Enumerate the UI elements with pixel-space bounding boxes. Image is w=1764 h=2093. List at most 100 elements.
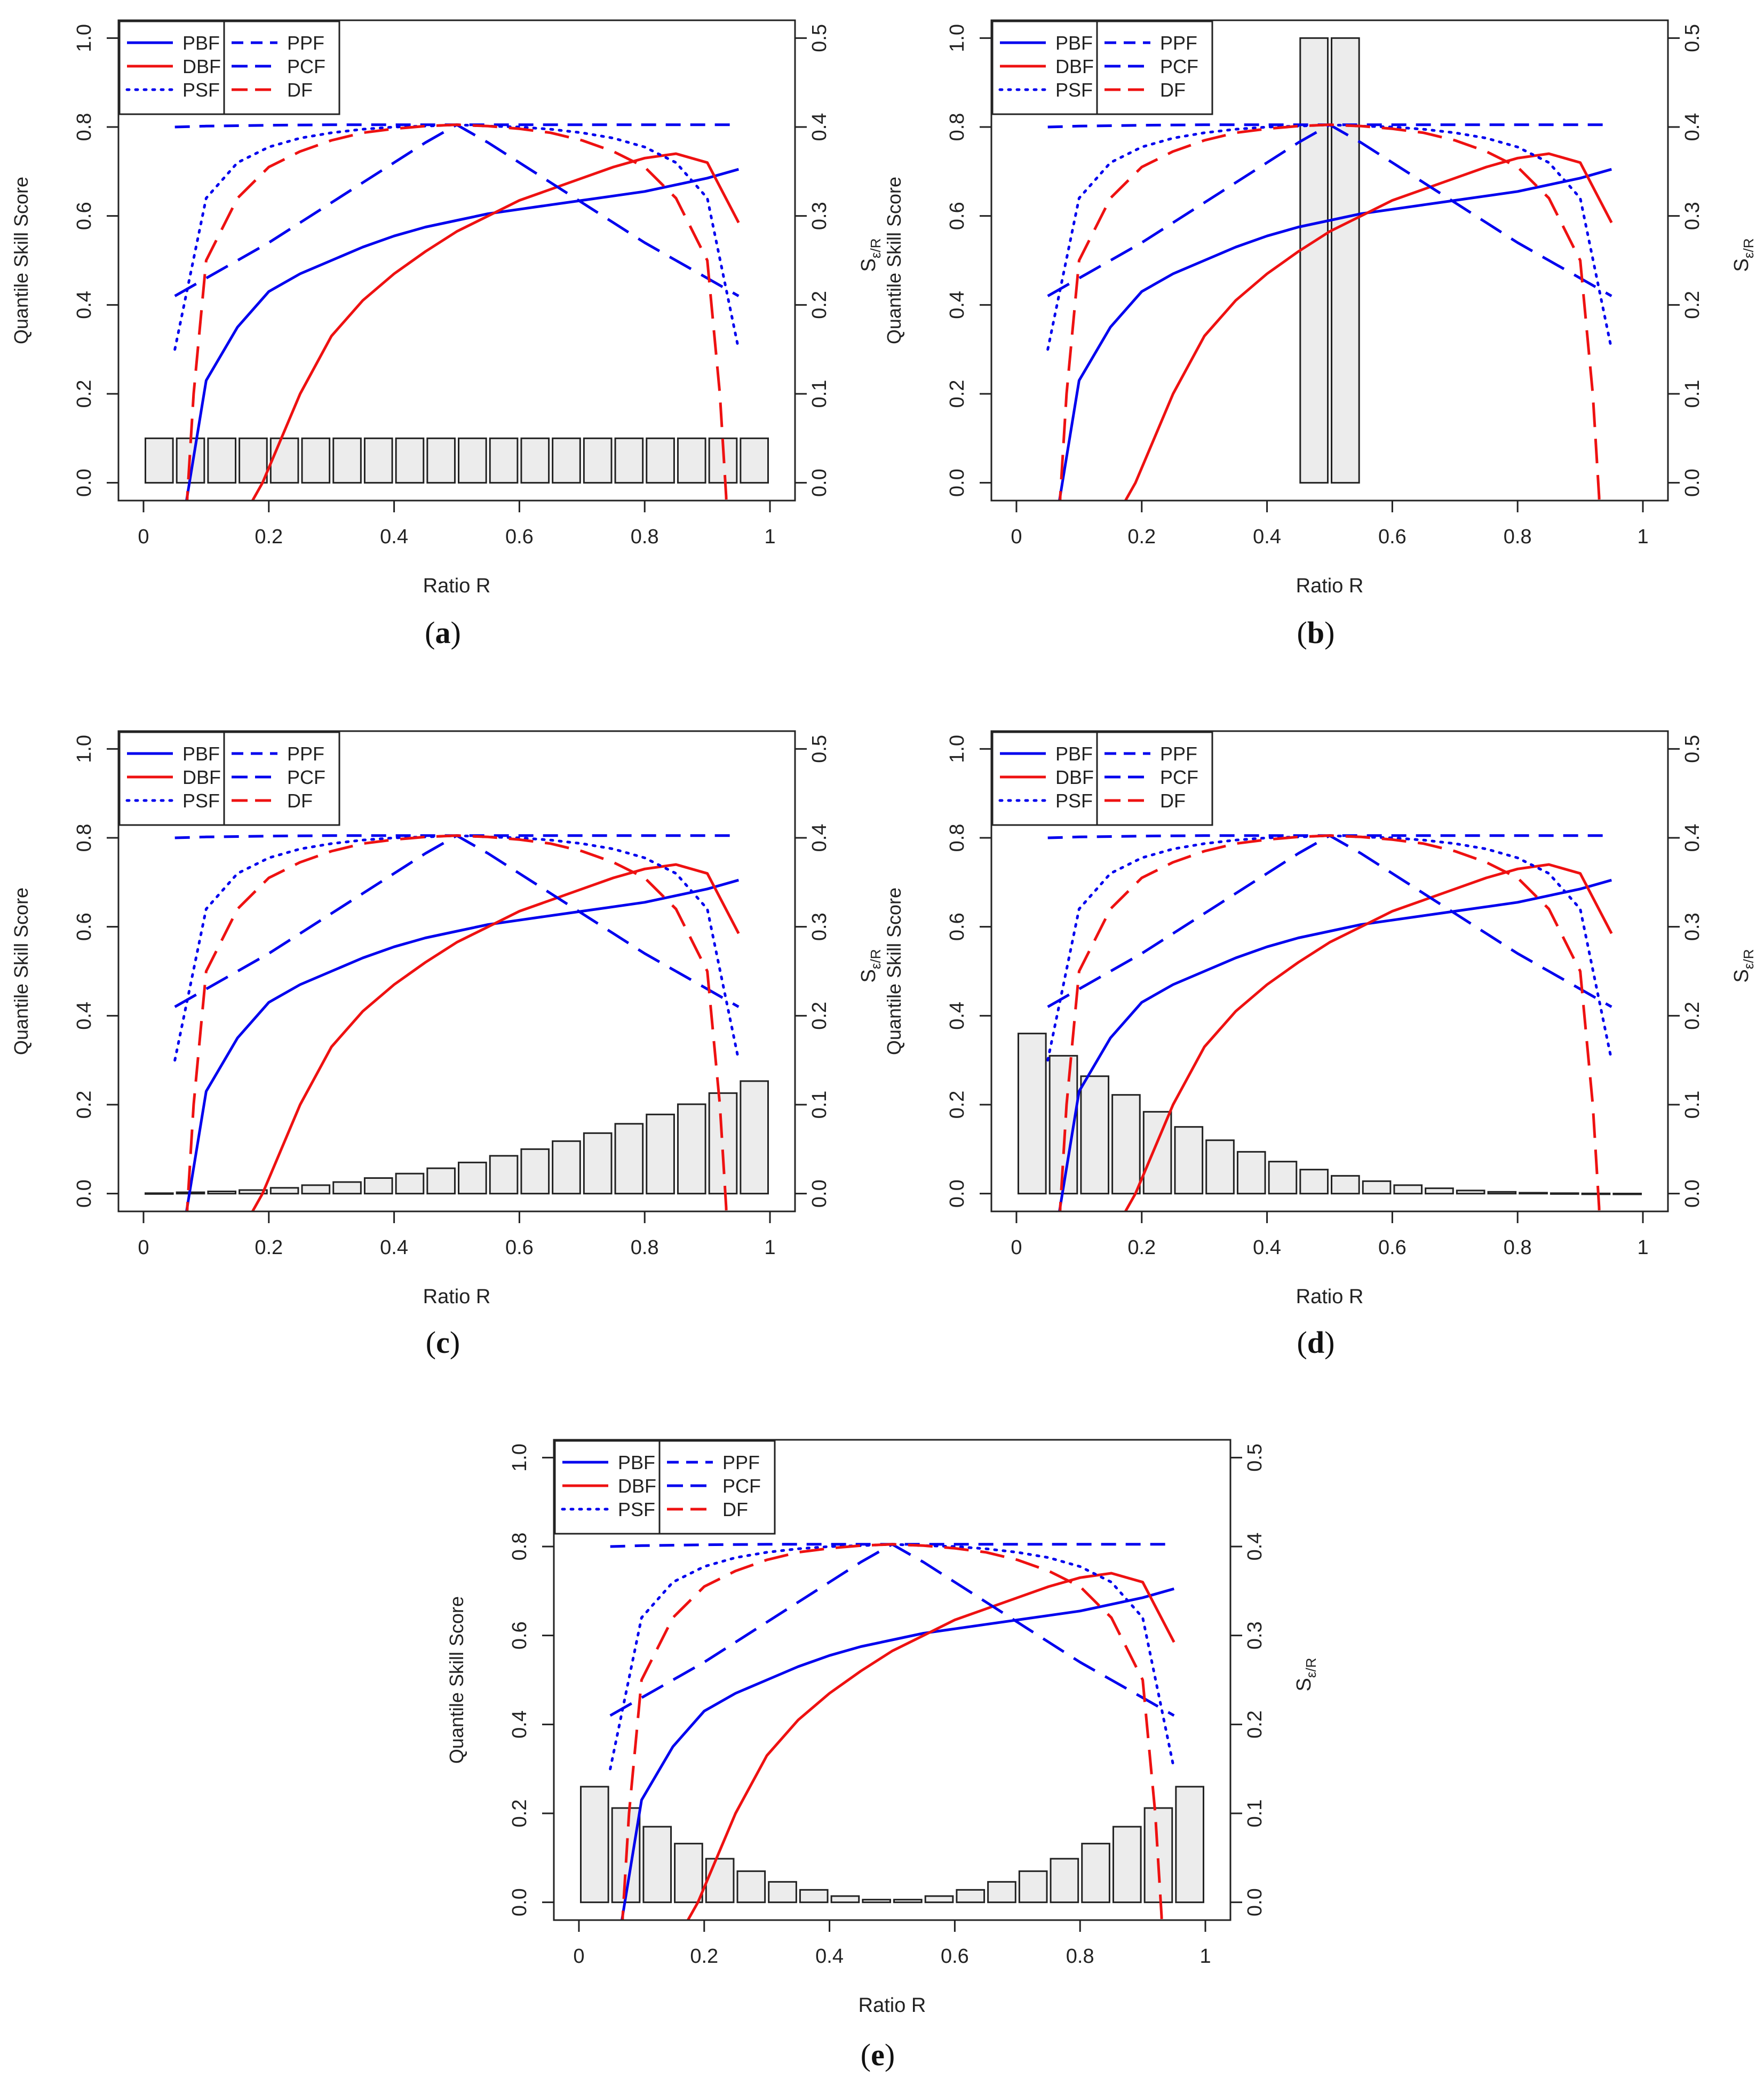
series-line-psf xyxy=(173,123,740,351)
series-line-pcf xyxy=(1047,834,1612,1008)
histogram-bar xyxy=(552,1140,581,1195)
histogram-bar xyxy=(1331,1175,1360,1195)
series-line-df xyxy=(621,1543,1163,1920)
series-line-df xyxy=(186,834,728,1211)
legend-label-df: DF xyxy=(1160,790,1186,812)
x-tick-label: 0.2 xyxy=(690,1945,718,1968)
histogram-bar xyxy=(705,1858,735,1904)
series-line-pcf xyxy=(1047,123,1612,297)
y-tick-label: 0.6 xyxy=(73,202,96,230)
y2-tick-label: 0.0 xyxy=(1244,1888,1266,1916)
histogram-bar xyxy=(1487,1191,1517,1195)
x-tick-label: 0.8 xyxy=(1504,1236,1532,1259)
plot-frame xyxy=(553,1439,1231,1921)
panel-c: 0 0.2 0.4 0.6 0.8 1 Ratio R 0.0 0.2 0.4 0.6 0.8 1.0 Q… xyxy=(10,730,884,1360)
histogram-bar xyxy=(583,1132,613,1195)
histogram-bar xyxy=(614,1123,644,1195)
histogram-bar xyxy=(1143,1807,1173,1904)
histogram-bar xyxy=(1236,1151,1266,1195)
histogram-bar xyxy=(1299,1169,1329,1195)
series-line-pcf xyxy=(609,1543,1175,1717)
histogram xyxy=(1299,37,1360,484)
histogram-bar xyxy=(269,1187,299,1195)
histogram-bar xyxy=(740,437,769,484)
x-tick-label: 0.2 xyxy=(255,526,283,548)
histogram-bar xyxy=(426,437,456,484)
x-tick-label: 1 xyxy=(764,1236,775,1259)
y2-axis-label: Sε/R xyxy=(857,239,884,272)
series-line-psf xyxy=(1046,123,1613,351)
legend-label-dbf: DBF xyxy=(1055,766,1094,788)
series-line-pcf xyxy=(174,834,740,1008)
histogram-bar xyxy=(426,1167,456,1195)
legend-label-dbf: DBF xyxy=(182,766,221,788)
y2-label-sub: ε/R xyxy=(1303,1658,1319,1678)
histogram-bar xyxy=(239,437,268,484)
y2-axis-label: Sε/R xyxy=(1730,239,1757,272)
x-axis-label: Ratio R xyxy=(1296,575,1364,597)
y2-axis: 0.0 0.1 0.2 0.3 0.4 0.5 xyxy=(1668,24,1704,497)
legend-label-psf: PSF xyxy=(1055,790,1093,812)
histogram xyxy=(144,437,769,484)
legend-label-psf: PSF xyxy=(182,790,220,812)
y-axis-label: Quantile Skill Score xyxy=(883,177,905,344)
legend-label-psf: PSF xyxy=(618,1499,655,1520)
legend-label-pbf: PBF xyxy=(1055,743,1093,765)
caption-letter: d xyxy=(1307,1325,1324,1360)
x-axis-label: Ratio R xyxy=(423,1286,491,1308)
legend-box xyxy=(554,1440,776,1535)
y2-axis: 0.0 0.1 0.2 0.3 0.4 0.5 xyxy=(795,735,831,1208)
x-tick-label: 0.4 xyxy=(815,1945,844,1968)
histogram-bar xyxy=(1612,1193,1642,1195)
y2-tick-label: 0.1 xyxy=(1681,380,1704,408)
legend-label-ppf: PPF xyxy=(1160,743,1197,765)
histogram-bar xyxy=(1081,1843,1110,1904)
y-tick-label: 0.2 xyxy=(946,380,968,408)
histogram-bar xyxy=(1393,1184,1423,1195)
histogram-bar xyxy=(579,1786,609,1904)
histogram-bar xyxy=(1112,1826,1142,1904)
x-axis: 0 0.2 0.4 0.6 0.8 1 xyxy=(573,1920,1211,1968)
series-line-pbf xyxy=(1058,878,1612,1211)
legend-label-pbf: PBF xyxy=(1055,32,1093,54)
panel-caption: (c) xyxy=(426,1325,460,1360)
y2-tick-label: 0.3 xyxy=(1244,1621,1266,1650)
x-tick-label: 0 xyxy=(1011,526,1022,548)
x-tick-label: 1 xyxy=(1199,1945,1211,1968)
panel-caption: (a) xyxy=(425,615,461,650)
y-tick-label: 0.6 xyxy=(946,202,968,230)
x-axis: 0 0.2 0.4 0.6 0.8 1 xyxy=(1011,501,1649,548)
x-axis-label: Ratio R xyxy=(1296,1286,1364,1308)
legend-label-df: DF xyxy=(1160,79,1186,101)
y2-axis: 0.0 0.1 0.2 0.3 0.4 0.5 xyxy=(795,24,831,497)
y-tick-label: 0.4 xyxy=(946,1002,968,1030)
y2-tick-label: 0.1 xyxy=(1681,1091,1704,1119)
histogram-bar xyxy=(768,1881,797,1904)
histogram-bar xyxy=(674,1843,703,1904)
series-line-pbf xyxy=(185,168,739,501)
histogram-bar xyxy=(830,1895,860,1904)
histogram-bar xyxy=(862,1899,891,1904)
y2-tick-label: 0.2 xyxy=(808,291,831,319)
x-axis-label: Ratio R xyxy=(423,575,491,597)
plot-frame xyxy=(117,730,796,1212)
y2-tick-label: 0.4 xyxy=(1244,1533,1266,1561)
histogram-bar xyxy=(799,1889,829,1904)
x-tick-label: 0.6 xyxy=(505,1236,534,1259)
y2-tick-label: 0.4 xyxy=(808,824,831,852)
y-tick-label: 0.8 xyxy=(508,1533,531,1561)
histogram-bar xyxy=(1456,1190,1485,1195)
y-axis: 0.0 0.2 0.4 0.6 0.8 1.0 xyxy=(508,1444,554,1916)
histogram-bar xyxy=(144,1192,174,1195)
y-tick-label: 0.6 xyxy=(946,913,968,941)
caption-close-paren: ) xyxy=(1324,1325,1334,1360)
histogram-bar xyxy=(458,1161,487,1195)
y2-tick-label: 0.0 xyxy=(808,1179,831,1208)
panel-e: 0 0.2 0.4 0.6 0.8 1 Ratio R 0.0 0.2 0.4 0.6 0.8 1.0 Q… xyxy=(446,1439,1319,2072)
y-tick-label: 0.0 xyxy=(73,1179,96,1208)
x-tick-label: 0.6 xyxy=(505,526,534,548)
histogram-bar xyxy=(207,1191,237,1195)
